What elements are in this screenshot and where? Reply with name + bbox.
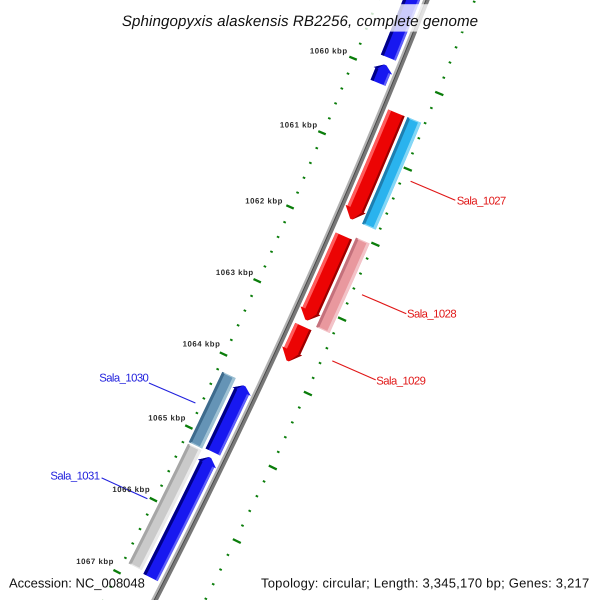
svg-text:1061 kbp: 1061 kbp — [280, 121, 318, 130]
svg-text:Accession: NC_008048: Accession: NC_008048 — [9, 576, 145, 591]
svg-text:Sala_1031: Sala_1031 — [50, 470, 99, 482]
svg-text:1063 kbp: 1063 kbp — [216, 268, 254, 277]
svg-text:1060 kbp: 1060 kbp — [310, 46, 348, 55]
svg-text:1062 kbp: 1062 kbp — [245, 196, 283, 205]
svg-text:Sala_1030: Sala_1030 — [99, 373, 148, 385]
svg-text:1065 kbp: 1065 kbp — [148, 414, 186, 423]
svg-text:1064 kbp: 1064 kbp — [183, 339, 221, 348]
svg-text:Topology: circular; Length: 3,: Topology: circular; Length: 3,345,170 bp… — [261, 576, 589, 591]
svg-text:Sala_1029: Sala_1029 — [376, 376, 425, 388]
svg-text:Sala_1028: Sala_1028 — [407, 308, 456, 320]
svg-text:Sphingopyxis alaskensis RB2256: Sphingopyxis alaskensis RB2256, complete… — [122, 13, 478, 30]
svg-text:1067 kbp: 1067 kbp — [76, 557, 114, 566]
svg-text:Sala_1027: Sala_1027 — [457, 195, 506, 207]
svg-text:1066 kbp: 1066 kbp — [112, 485, 150, 494]
